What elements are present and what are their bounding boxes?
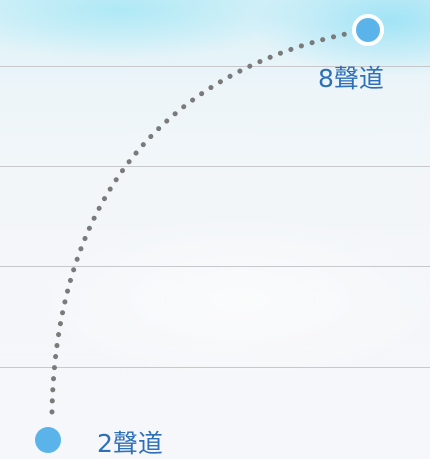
start-node-label: 2聲道: [97, 429, 163, 458]
end-node-label: 8聲道: [318, 64, 384, 93]
dotted-path: [49, 29, 358, 415]
grid-line-3: [0, 266, 430, 267]
start-node-dot[interactable]: [35, 427, 61, 453]
grid-line-2: [0, 166, 430, 167]
end-node-dot[interactable]: [352, 14, 384, 46]
grid-line-1: [0, 66, 430, 67]
grid-line-4: [0, 367, 430, 368]
